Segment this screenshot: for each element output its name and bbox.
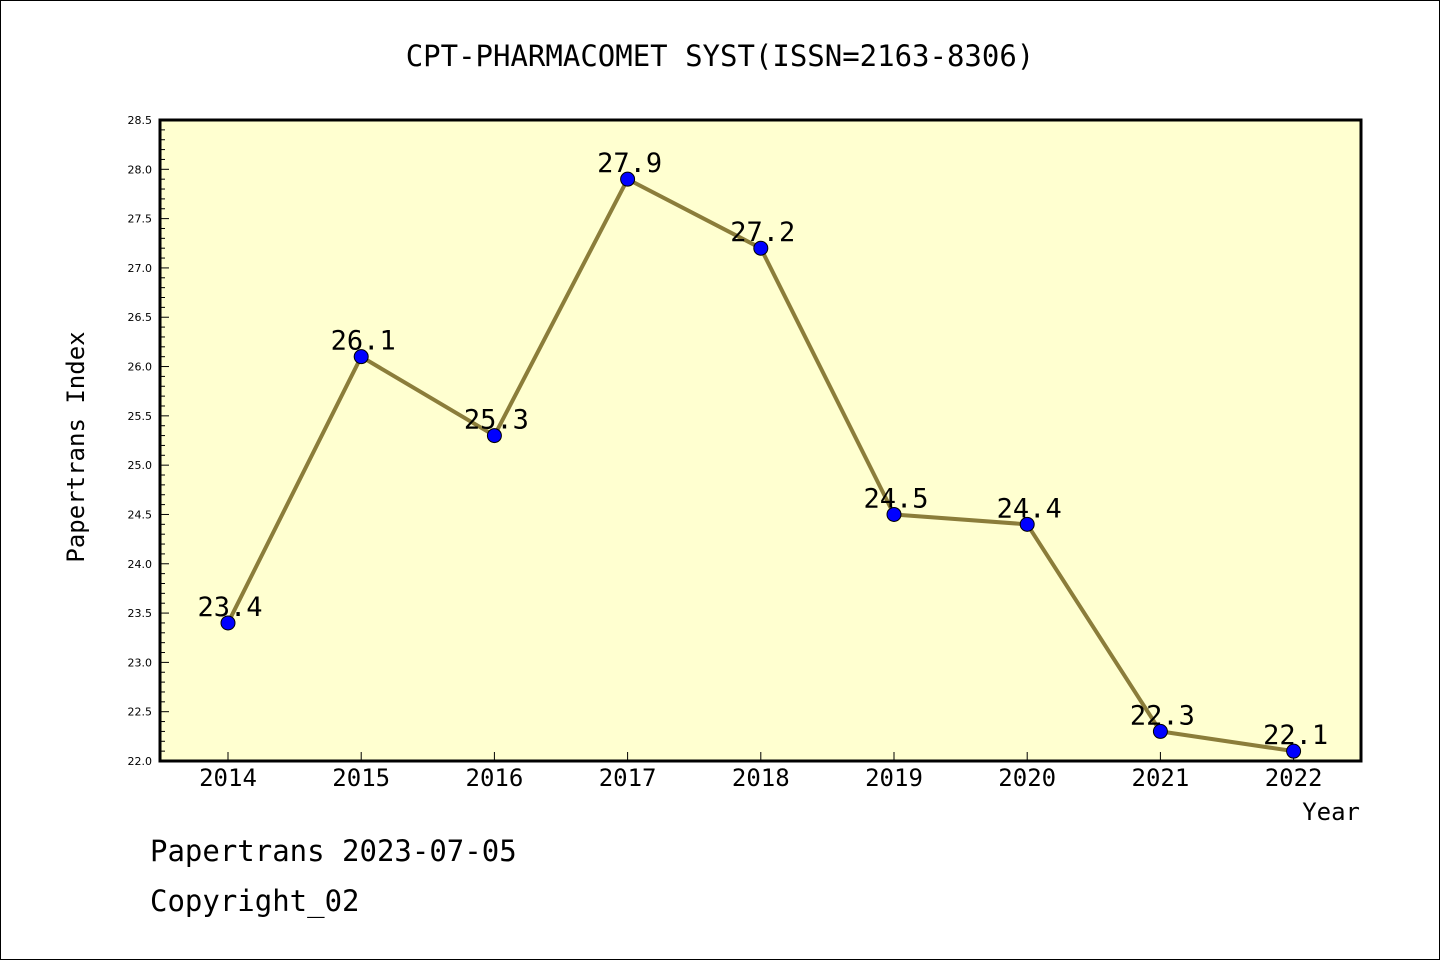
data-label: 27.9 — [597, 148, 662, 179]
x-axis: 2014 2015 2016 2017 2018 2019 2020 2021 2022 — [199, 752, 1322, 792]
y-tick-label: 27.5 — [128, 213, 153, 226]
x-tick-label: 2020 — [998, 764, 1056, 792]
x-tick-label: 2015 — [332, 764, 390, 792]
y-tick-label: 24.5 — [128, 508, 153, 521]
x-tick-label: 2014 — [199, 764, 257, 792]
data-label: 25.3 — [464, 405, 529, 436]
y-tick-label: 26.0 — [128, 361, 153, 374]
y-tick-label: 28.0 — [128, 163, 153, 176]
y-tick-label: 23.5 — [128, 607, 153, 620]
x-tick-label: 2018 — [732, 764, 790, 792]
marker-group — [220, 171, 1302, 759]
data-point — [753, 240, 769, 256]
data-label-group: 23.4 26.1 25.3 27.9 27.2 24.5 24.4 22.3 22.1 — [197, 148, 1328, 751]
data-point — [886, 506, 902, 522]
y-tick-label: 25.0 — [128, 459, 153, 472]
data-label: 22.1 — [1263, 720, 1328, 751]
data-label: 27.2 — [730, 217, 795, 248]
x-tick-label: 2017 — [599, 764, 657, 792]
data-point — [1286, 743, 1302, 759]
y-axis-label: Papertrans Index — [62, 331, 90, 562]
data-label: 24.5 — [863, 483, 928, 514]
y-tick-label: 24.0 — [128, 558, 153, 571]
data-point — [220, 615, 236, 631]
data-point — [1152, 723, 1168, 739]
plot-area — [158, 118, 1363, 763]
x-axis-label: Year — [1302, 798, 1360, 826]
x-tick-label: 2021 — [1132, 764, 1190, 792]
x-tick-label: 2016 — [466, 764, 524, 792]
x-tick-label: 2022 — [1265, 764, 1323, 792]
y-tick-label: 26.5 — [128, 311, 153, 324]
footer-copyright: Copyright_02 — [150, 884, 360, 918]
data-label: 23.4 — [197, 592, 262, 623]
data-point — [620, 171, 636, 187]
y-tick-label: 27.0 — [128, 262, 153, 275]
y-tick-label: 28.5 — [128, 114, 153, 127]
x-tick-label: 2019 — [865, 764, 923, 792]
data-point — [1019, 516, 1035, 532]
data-label: 26.1 — [331, 326, 396, 357]
y-axis: 22.0 22.5 23.0 23.5 24.0 24.5 25.0 25.5 26.0 26.5… — [128, 114, 169, 768]
footer-date: Papertrans 2023-07-05 — [150, 834, 517, 868]
y-tick-label: 23.0 — [128, 656, 153, 669]
data-label: 22.3 — [1130, 700, 1195, 731]
data-point — [486, 428, 502, 444]
y-tick-label: 25.5 — [128, 410, 153, 423]
data-label: 24.4 — [997, 493, 1062, 524]
data-point — [353, 349, 369, 365]
y-tick-label: 22.5 — [128, 706, 153, 719]
y-tick-label: 22.0 — [128, 755, 153, 768]
chart-title: CPT-PHARMACOMET SYST(ISSN=2163-8306) — [406, 39, 1035, 73]
